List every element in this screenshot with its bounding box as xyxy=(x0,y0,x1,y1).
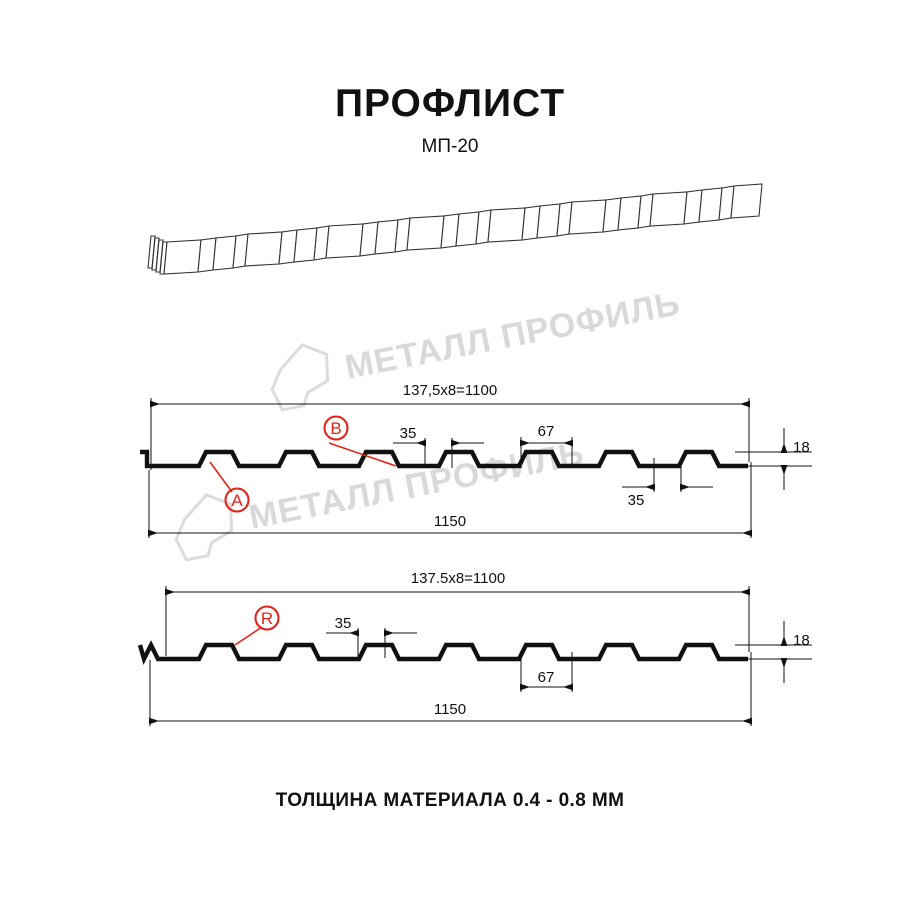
page-title: ПРОФЛИСТ xyxy=(334,82,566,125)
material-thickness-note: ТОЛЩИНА МАТЕРИАЛА 0.4 - 0.8 ММ xyxy=(275,790,625,811)
dim-overall-bottom-label: 1150 xyxy=(434,701,466,718)
leader-line xyxy=(328,442,397,467)
marker-label: R xyxy=(261,609,273,628)
marker-a: A xyxy=(209,461,250,513)
dim-valley-bottom-label: 35 xyxy=(628,492,645,509)
dim-height-label: 18 xyxy=(793,632,810,649)
profile-outline-bottom xyxy=(137,640,748,666)
sheet-edge xyxy=(147,235,156,269)
dim-rib-top-label: 35 xyxy=(400,425,417,442)
dim-overall-bottom-label: 1150 xyxy=(434,513,466,530)
dim-rib-top-label: 35 xyxy=(335,615,352,632)
dim-valley-label: 67 xyxy=(538,669,555,686)
marker-label: B xyxy=(330,419,341,438)
sheet-edge xyxy=(151,237,160,271)
marker-b: B xyxy=(323,415,397,467)
watermark-logo-icon xyxy=(174,493,234,562)
marker-circle xyxy=(323,415,349,441)
dim-height-label: 18 xyxy=(793,439,810,456)
marker-circle xyxy=(224,487,250,513)
page-subtitle: МП-20 xyxy=(421,136,479,157)
rib-crest-face xyxy=(730,183,763,219)
marker-label: A xyxy=(231,491,243,510)
dim-valley-label: 67 xyxy=(538,423,555,440)
dim-overall-top-label: 137,5x8=1100 xyxy=(403,382,497,399)
marker-circle xyxy=(254,605,280,631)
profile-outline-top xyxy=(140,449,748,469)
dim-overall-top-label: 137.5x8=1100 xyxy=(411,570,505,587)
sheet-edge xyxy=(155,239,164,273)
rib-group xyxy=(163,183,763,275)
marker-r: R xyxy=(234,605,280,646)
leader-line xyxy=(209,461,233,493)
watermark-logo-icon xyxy=(270,343,330,412)
leader-line xyxy=(234,626,263,646)
